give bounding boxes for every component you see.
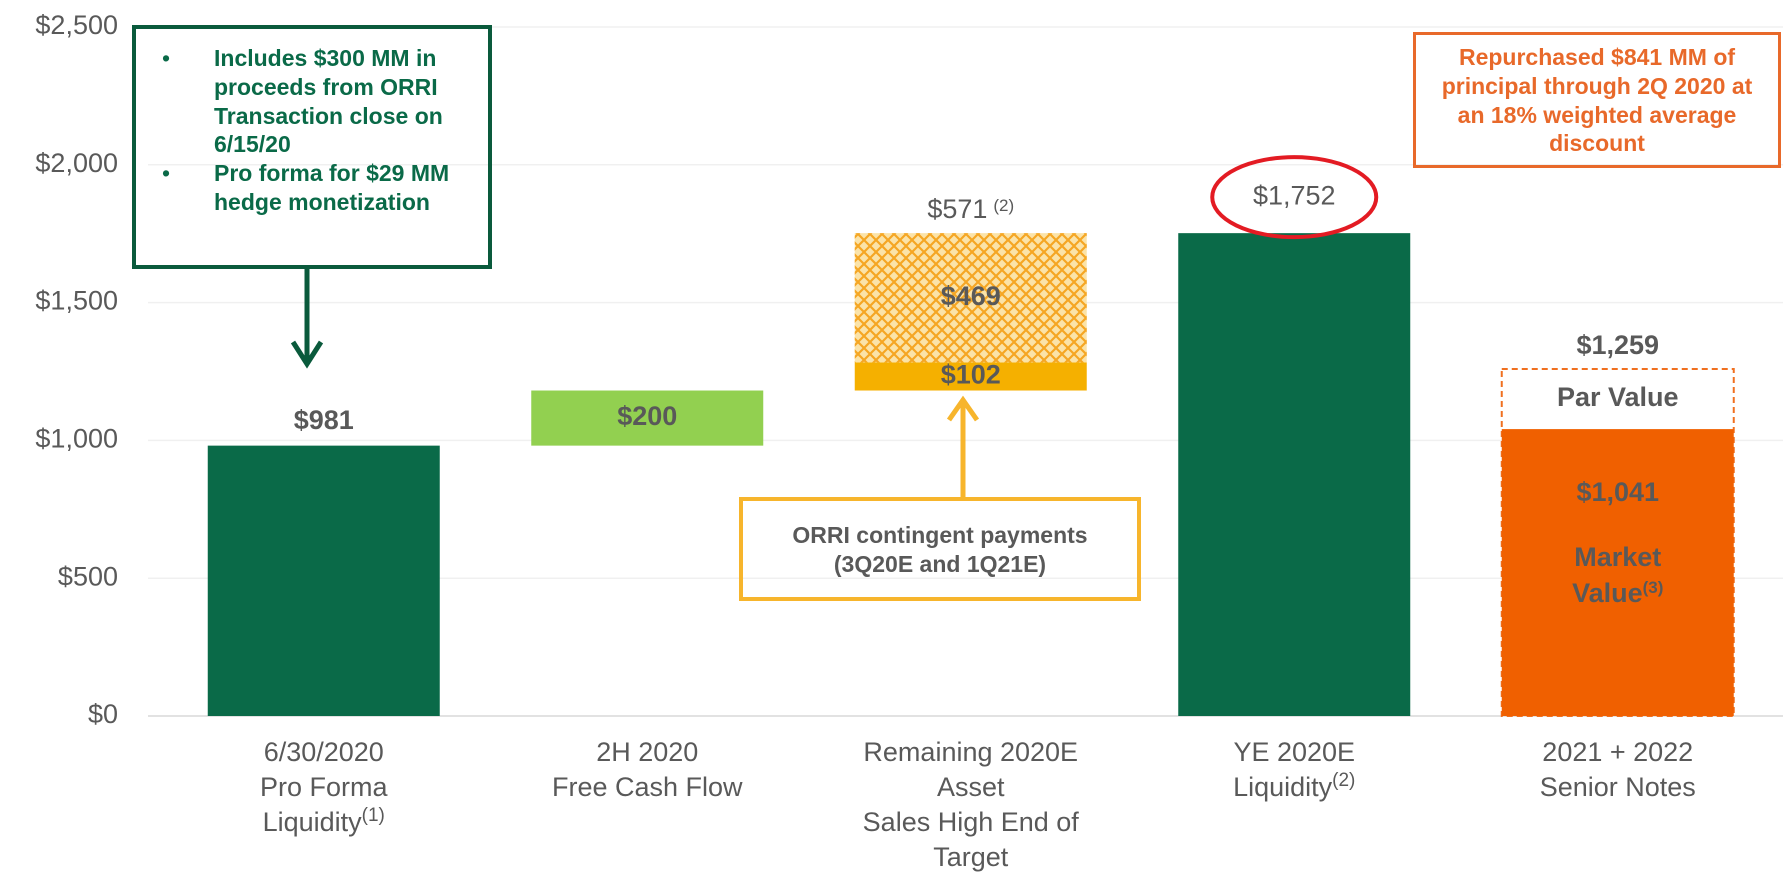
green-note: Includes $300 MM in proceeds from ORRI T… xyxy=(132,25,492,269)
x-tick-text: Target xyxy=(933,842,1009,872)
x-tick-text: Senior Notes xyxy=(1540,772,1696,802)
x-tick-text: Free Cash Flow xyxy=(552,772,743,802)
arrow-head xyxy=(290,340,324,369)
bar xyxy=(531,390,764,446)
orange-note: Repurchased $841 MM of principal through… xyxy=(1413,32,1781,168)
x-tick-text: Sales High End of xyxy=(863,807,1080,837)
footnote: (1) xyxy=(362,805,385,826)
footnote: (3) xyxy=(1643,579,1664,598)
x-tick-label: 6/30/2020 xyxy=(264,737,384,767)
par-name: Par Value xyxy=(1557,382,1679,412)
x-tick-label: 2021 + 2022 xyxy=(1542,737,1693,767)
x-tick-text: Asset xyxy=(937,772,1005,802)
footnote: (2) xyxy=(1332,770,1355,791)
value-label: $102 xyxy=(941,360,1001,390)
x-tick-text: YE 2020E xyxy=(1233,737,1355,767)
total-label: $571 (2) xyxy=(927,194,1014,224)
y-tick-label: $500 xyxy=(58,561,118,591)
highlight-circle xyxy=(1210,155,1379,240)
x-tick-label: Remaining 2020E xyxy=(863,737,1078,767)
x-tick-text: Liquidity xyxy=(1233,772,1333,802)
segment-name: Value(3) xyxy=(1572,578,1663,608)
note-item: Includes $300 MM in proceeds from ORRI T… xyxy=(162,44,478,159)
x-tick-text: 6/30/2020 xyxy=(264,737,384,767)
x-tick-label: Liquidity(2) xyxy=(1233,770,1355,802)
bar xyxy=(854,362,1087,391)
x-tick-label: Sales High End of xyxy=(863,807,1080,837)
x-tick-label: Asset xyxy=(937,772,1005,802)
bar xyxy=(1501,429,1734,716)
note-item: Pro forma for $29 MM hedge monetization xyxy=(162,159,478,217)
x-tick-label: 2H 2020 xyxy=(596,737,698,767)
x-tick-text: Liquidity xyxy=(263,807,363,837)
value-label: $469 xyxy=(941,281,1001,311)
y-tick-label: $0 xyxy=(88,699,118,729)
yellow-note: ORRI contingent payments (3Q20E and 1Q21… xyxy=(739,497,1141,601)
bar xyxy=(1178,233,1411,716)
value-label: $1,259 xyxy=(1576,330,1659,360)
y-tick-label: $2,500 xyxy=(35,10,118,40)
value-label: $981 xyxy=(294,405,354,435)
y-tick-label: $2,000 xyxy=(35,148,118,178)
value-label: $200 xyxy=(617,401,677,431)
y-tick-label: $1,500 xyxy=(35,286,118,316)
footnote: (2) xyxy=(993,197,1014,216)
hatch xyxy=(854,233,1087,363)
x-tick-text: Remaining 2020E xyxy=(863,737,1078,767)
value-label: $1,041 xyxy=(1576,477,1659,507)
x-tick-label: Pro Forma xyxy=(260,772,389,802)
bar xyxy=(207,445,440,716)
y-tick-label: $1,000 xyxy=(35,424,118,454)
value-label: $1,752 xyxy=(1253,180,1336,210)
total-text: $571 xyxy=(927,194,987,224)
segment-name-text: Market xyxy=(1574,542,1661,572)
x-tick-text: Pro Forma xyxy=(260,772,389,802)
x-tick-label: YE 2020E xyxy=(1233,737,1355,767)
x-tick-label: Free Cash Flow xyxy=(552,772,743,802)
x-tick-text: 2021 + 2022 xyxy=(1542,737,1693,767)
x-tick-label: Liquidity(1) xyxy=(263,805,385,837)
x-tick-text: 2H 2020 xyxy=(596,737,698,767)
segment-name: Market xyxy=(1574,542,1661,572)
x-tick-label: Target xyxy=(933,842,1009,872)
x-tick-label: Senior Notes xyxy=(1540,772,1696,802)
arrow-head xyxy=(946,395,980,422)
segment-name-text: Value xyxy=(1572,578,1643,608)
